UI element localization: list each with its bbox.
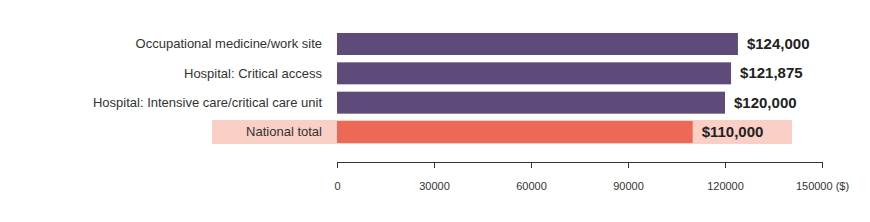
axis-line	[338, 162, 823, 163]
tick: 120000	[707, 162, 744, 192]
tick: 0	[334, 162, 340, 192]
bar	[337, 62, 731, 84]
category-tick: Occupational medicine/work site	[136, 36, 322, 51]
bar	[337, 121, 693, 143]
tick: 90000	[613, 162, 644, 192]
category-label: National total	[246, 124, 322, 139]
highlights	[212, 120, 792, 144]
tick-mark	[822, 162, 823, 168]
category-label: Occupational medicine/work site	[136, 36, 322, 51]
bar	[337, 92, 725, 114]
tick-label: 120000	[707, 180, 744, 192]
category-tick: Hospital: Intensive care/critical care u…	[93, 95, 322, 110]
category-tick: National total	[246, 124, 322, 139]
tick-mark	[337, 162, 338, 168]
tick-label: 0	[334, 180, 340, 192]
tick-mark	[434, 162, 435, 168]
tick-mark	[531, 162, 532, 168]
chart: $124,000 $121,875 $120,000 $110,000 Occupati…	[0, 0, 870, 222]
tick: 30000	[419, 162, 450, 192]
bar	[337, 33, 738, 55]
tick-label: 150000 ($)	[796, 180, 849, 192]
tick-mark	[725, 162, 726, 168]
row-highlight	[212, 120, 792, 144]
data-label: $110,000	[702, 123, 764, 140]
tick-mark	[628, 162, 629, 168]
tick-label: 30000	[419, 180, 450, 192]
value-axis: 0 30000 60000 90000 120000 150000 ($)	[334, 162, 849, 192]
tick-label: 90000	[613, 180, 644, 192]
category-label: Hospital: Intensive care/critical care u…	[93, 95, 322, 110]
category-axis: Occupational medicine/work site Hospital:…	[93, 36, 323, 139]
tick-label: 60000	[516, 180, 547, 192]
data-label: $121,875	[740, 64, 803, 81]
data-label: $124,000	[747, 35, 810, 52]
data-labels: $124,000 $121,875 $120,000 $110,000	[702, 35, 810, 140]
data-label: $120,000	[734, 94, 797, 111]
tick: 150000 ($)	[796, 162, 849, 192]
category-label: Hospital: Critical access	[184, 65, 322, 80]
tick: 60000	[516, 162, 547, 192]
bars	[337, 33, 738, 143]
category-tick: Hospital: Critical access	[184, 65, 322, 80]
